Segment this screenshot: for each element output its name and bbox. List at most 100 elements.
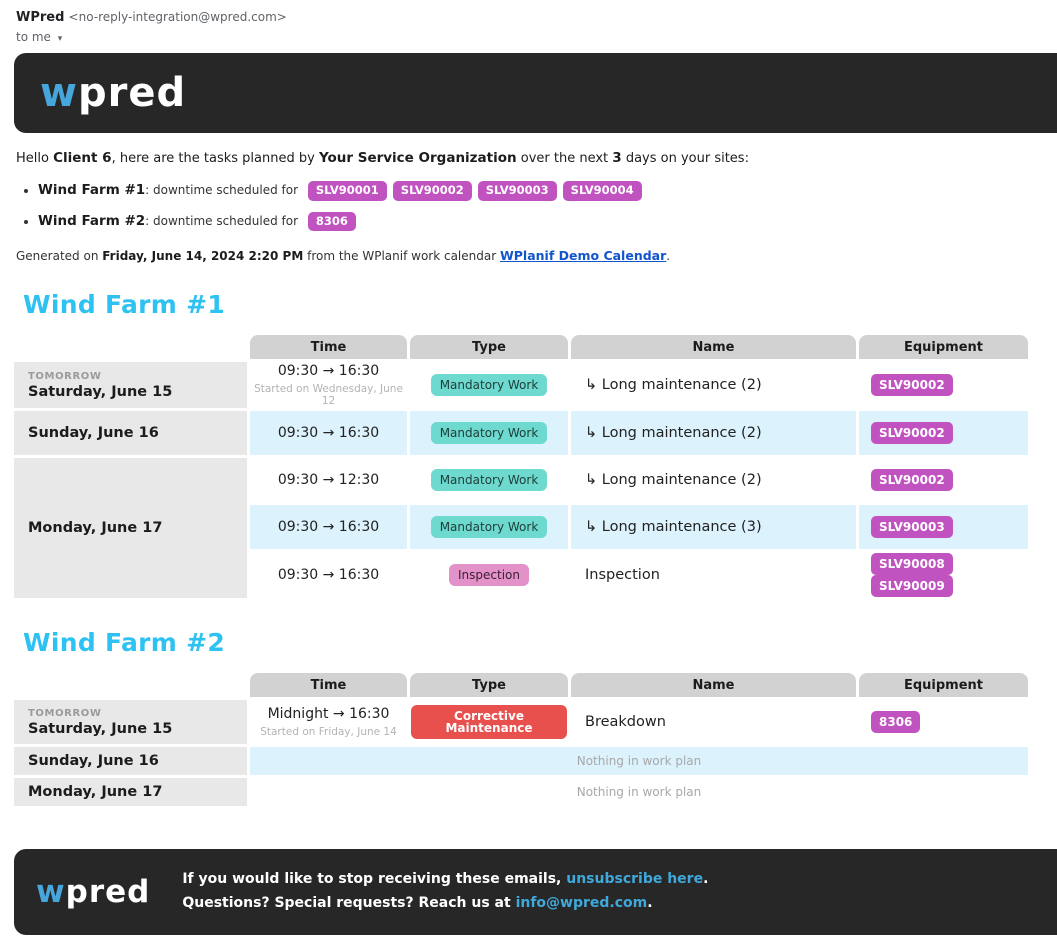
generated-middle: from the WPlanif work calendar [303, 249, 500, 263]
header-row: Time Type Name Equipment [14, 335, 1028, 359]
header-band: wpred [14, 53, 1057, 133]
equipment-cell: SLV90002 [859, 411, 1028, 455]
generated-suffix: . [666, 249, 671, 263]
date-cell: Monday, June 17 [14, 458, 247, 598]
generated-prefix: Generated on [16, 249, 103, 263]
days-count: 3 [612, 150, 622, 166]
date-label: Saturday, June 15 [28, 720, 173, 737]
column-header: Type [410, 335, 568, 359]
contact-email-link[interactable]: info@wpred.com [515, 895, 648, 911]
farm-sections: Wind Farm #1 Time Type Name Equipment TOMORRO… [0, 290, 1057, 809]
recipient-dropdown[interactable]: to me ▾ [16, 30, 1057, 44]
schedule-table: Time Type Name Equipment TOMORROW Saturday, J… [11, 670, 1031, 809]
task-name-cell: Breakdown [571, 700, 856, 744]
chevron-down-icon: ▾ [57, 34, 63, 44]
time-note: Started on Wednesday, June 12 [254, 383, 403, 407]
sender-name[interactable]: WPred [16, 10, 65, 25]
equipment-badge: SLV90003 [871, 516, 953, 538]
table-row: TOMORROW Saturday, June 15 09:30 → 16:30 St… [14, 362, 1028, 408]
task-name-cell: ↳ Long maintenance (2) [571, 411, 856, 455]
type-cell: Mandatory Work [410, 411, 568, 455]
unsubscribe-suffix: . [703, 871, 709, 888]
farm-section: Wind Farm #1 Time Type Name Equipment TOMORRO… [0, 290, 1057, 601]
greeting-over-next: over the next [516, 151, 613, 166]
time-cell: 09:30 → 12:30 [250, 458, 407, 502]
type-cell: Mandatory Work [410, 505, 568, 549]
column-header: Equipment [859, 335, 1028, 359]
site-note: : downtime scheduled for [145, 213, 302, 228]
contact-suffix: . [647, 895, 653, 911]
column-header: Equipment [859, 673, 1028, 697]
time-cell: Midnight → 16:30 Started on Friday, June … [250, 700, 407, 744]
equipment-badge: 8306 [307, 211, 356, 231]
time-cell: 09:30 → 16:30 [250, 505, 407, 549]
wpred-logo: wpred [40, 73, 186, 113]
unsubscribe-prefix: If you would like to stop receiving thes… [182, 871, 567, 888]
farm-title: Wind Farm #1 [23, 290, 226, 319]
site-list-item: Wind Farm #2: downtime scheduled for 830… [38, 211, 1057, 231]
logo-w: w [40, 70, 78, 116]
equipment-badge: SLV90001 [307, 181, 387, 201]
column-header: Name [571, 335, 856, 359]
equipment-badge: SLV90002 [871, 422, 953, 444]
date-cell: Sunday, June 16 [14, 747, 247, 775]
column-header: Time [250, 673, 407, 697]
footer-text: If you would like to stop receiving thes… [182, 868, 708, 916]
equipment-badge: SLV90004 [562, 181, 642, 201]
org-name: Your Service Organization [318, 150, 517, 166]
footer-line-2: Questions? Special requests? Reach us at… [182, 892, 708, 916]
header-row: Time Type Name Equipment [14, 673, 1028, 697]
type-badge: Inspection [449, 564, 529, 586]
equipment-cell: SLV90008SLV90009 [859, 552, 1028, 598]
column-header: Time [250, 335, 407, 359]
footer-band: wpred If you would like to stop receivin… [14, 849, 1057, 935]
type-badge: Corrective Maintenance [411, 705, 567, 739]
table-row: Monday, June 17 09:30 → 12:30 Mandatory Wo… [14, 458, 1028, 598]
site-name: Wind Farm #2 [38, 212, 146, 229]
time-range: 09:30 → 16:30 [277, 567, 380, 583]
equipment-badge: SLV90003 [477, 181, 557, 201]
equipment-cell: SLV90002 [859, 362, 1028, 408]
date-column-spacer [14, 673, 247, 697]
type-badge: Mandatory Work [430, 469, 548, 491]
wpred-footer-logo: wpred [36, 873, 150, 910]
time-cell: 09:30 → 16:30 [250, 411, 407, 455]
type-badge: Mandatory Work [430, 422, 548, 444]
farm-title: Wind Farm #2 [23, 628, 226, 657]
date-cell: Sunday, June 16 [14, 411, 247, 455]
time-range: Midnight → 16:30 [267, 706, 390, 722]
column-header: Type [410, 673, 568, 697]
email-meta: WPred <no-reply-integration@wpred.com> t… [0, 0, 1057, 44]
unsubscribe-link[interactable]: unsubscribe here [566, 871, 704, 888]
type-cell: Mandatory Work [410, 458, 568, 502]
date-cell: TOMORROW Saturday, June 15 [14, 362, 247, 408]
site-list-item: Wind Farm #1: downtime scheduled for SLV… [38, 181, 1057, 201]
client-name: Client 6 [53, 150, 112, 166]
equipment-badge: SLV90008 [871, 553, 953, 575]
generated-line: Generated on Friday, June 14, 2024 2:20 … [16, 248, 1057, 263]
equipment-cell: SLV90002 [859, 458, 1028, 502]
date-tag: TOMORROW [28, 370, 102, 382]
equipment-cell: SLV90003 [859, 505, 1028, 549]
table-row: Monday, June 17 Nothing in work plan [14, 778, 1028, 806]
type-cell: Corrective Maintenance [410, 700, 568, 744]
time-range: 09:30 → 16:30 [277, 363, 380, 379]
site-note: : downtime scheduled for [145, 183, 302, 197]
equipment-badge: SLV90002 [392, 181, 472, 201]
sender-address: <no-reply-integration@wpred.com> [68, 10, 287, 24]
greeting-middle: , here are the tasks planned by [111, 151, 319, 166]
task-name-cell: Inspection [571, 552, 856, 598]
table-row: 09:30 → 16:30 Inspection Inspection SLV9000… [14, 552, 1028, 598]
sender-line: WPred <no-reply-integration@wpred.com> [16, 10, 1057, 25]
footer-logo-w: w [36, 873, 66, 910]
time-note: Started on Friday, June 14 [260, 726, 397, 738]
table-row: 09:30 → 16:30 Mandatory Work ↳ Long mainte… [14, 505, 1028, 549]
time-cell: 09:30 → 16:30 Started on Wednesday, June … [250, 362, 407, 408]
type-badge: Mandatory Work [430, 374, 548, 396]
equipment-badge: SLV90009 [871, 575, 953, 597]
sites-list: Wind Farm #1: downtime scheduled for SLV… [22, 181, 1057, 231]
calendar-link[interactable]: WPlanif Demo Calendar [499, 248, 667, 263]
contact-prefix: Questions? Special requests? Reach us at [182, 895, 516, 911]
greeting-suffix: days on your sites: [621, 151, 749, 166]
greeting: Hello Client 6, here are the tasks plann… [16, 150, 1057, 166]
